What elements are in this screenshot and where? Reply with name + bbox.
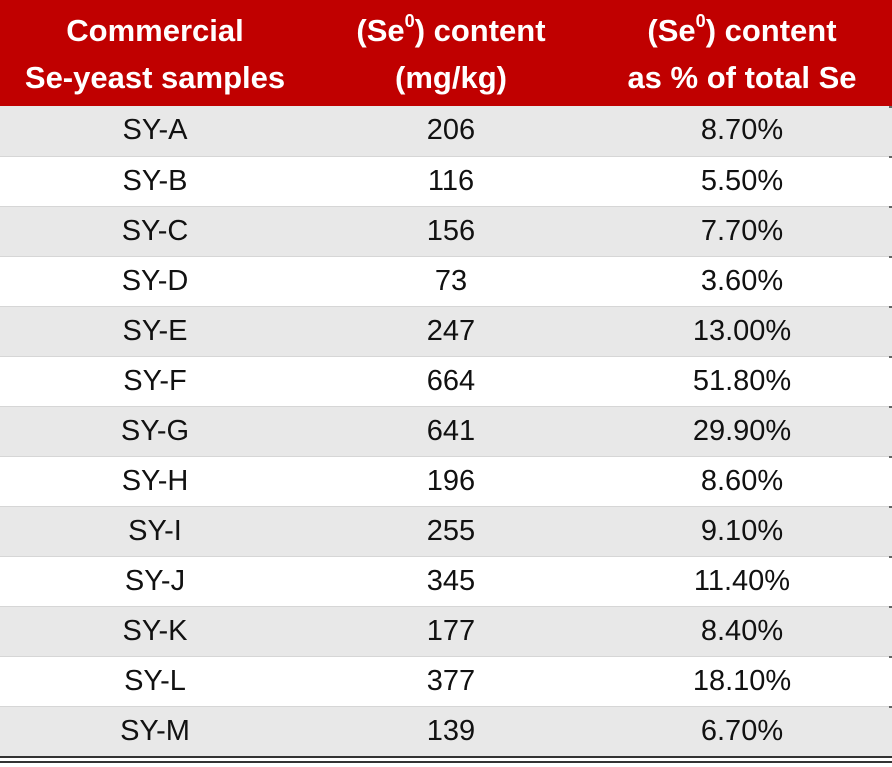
header-sample-line2: Se-yeast samples xyxy=(24,60,286,95)
cell-percent: 13.00% xyxy=(592,306,892,357)
table-row: SY-M 139 6.70% xyxy=(0,706,892,757)
header-percent: (Se0) content as % of total Se xyxy=(592,0,892,106)
cell-content: 156 xyxy=(310,206,592,257)
table-row: SY-G 641 29.90% xyxy=(0,406,892,457)
cell-content: 177 xyxy=(310,606,592,657)
cell-sample: SY-D xyxy=(0,256,310,307)
cell-sample: SY-K xyxy=(0,606,310,657)
header-percent-pre: (Se xyxy=(647,13,696,48)
cell-content: 247 xyxy=(310,306,592,357)
table-row: SY-B 116 5.50% xyxy=(0,156,892,207)
cell-sample: SY-I xyxy=(0,506,310,557)
table-row: SY-A 206 8.70% xyxy=(0,106,892,157)
header-content-sup: 0 xyxy=(404,11,415,31)
table-row: SY-J 345 11.40% xyxy=(0,556,892,607)
cell-content: 377 xyxy=(310,656,592,707)
cell-percent: 29.90% xyxy=(592,406,892,457)
header-percent-post: ) content xyxy=(705,13,837,48)
table-body: SY-A 206 8.70% SY-B 116 5.50% SY-C 156 7… xyxy=(0,106,892,757)
cell-sample: SY-F xyxy=(0,356,310,407)
cell-percent: 5.50% xyxy=(592,156,892,207)
table-row: SY-H 196 8.60% xyxy=(0,456,892,507)
cell-percent: 8.60% xyxy=(592,456,892,507)
header-percent-line1: (Se0) content xyxy=(596,7,888,54)
header-content: (Se0) content (mg/kg) xyxy=(310,0,592,106)
cell-content: 139 xyxy=(310,706,592,757)
header-sample-line1: Commercial xyxy=(66,13,244,48)
cell-content: 196 xyxy=(310,456,592,507)
header-content-line2: (mg/kg) xyxy=(395,60,507,95)
header-row: Commercial Se-yeast samples (Se0) conten… xyxy=(0,0,892,106)
cell-sample: SY-B xyxy=(0,156,310,207)
table-row: SY-I 255 9.10% xyxy=(0,506,892,557)
cell-content: 664 xyxy=(310,356,592,407)
header-percent-line2: as % of total Se xyxy=(627,60,857,95)
bottom-rule-bottom xyxy=(0,761,892,763)
cell-content: 641 xyxy=(310,406,592,457)
bottom-rule-top xyxy=(0,756,892,758)
header-content-line1: (Se0) content xyxy=(314,7,588,54)
table-row: SY-C 156 7.70% xyxy=(0,206,892,257)
table-row: SY-E 247 13.00% xyxy=(0,306,892,357)
table-row: SY-L 377 18.10% xyxy=(0,656,892,707)
table-header: Commercial Se-yeast samples (Se0) conten… xyxy=(0,0,892,106)
table-row: SY-D 73 3.60% xyxy=(0,256,892,307)
header-sample: Commercial Se-yeast samples xyxy=(0,0,310,106)
cell-content: 345 xyxy=(310,556,592,607)
cell-percent: 9.10% xyxy=(592,506,892,557)
header-content-post: ) content xyxy=(414,13,546,48)
table-row: SY-F 664 51.80% xyxy=(0,356,892,407)
cell-percent: 8.70% xyxy=(592,106,892,157)
cell-percent: 7.70% xyxy=(592,206,892,257)
cell-content: 73 xyxy=(310,256,592,307)
cell-percent: 3.60% xyxy=(592,256,892,307)
cell-sample: SY-J xyxy=(0,556,310,607)
cell-percent: 11.40% xyxy=(592,556,892,607)
cell-sample: SY-G xyxy=(0,406,310,457)
cell-percent: 51.80% xyxy=(592,356,892,407)
cell-content: 206 xyxy=(310,106,592,157)
cell-percent: 6.70% xyxy=(592,706,892,757)
cell-sample: SY-C xyxy=(0,206,310,257)
header-percent-sup: 0 xyxy=(695,11,706,31)
cell-content: 255 xyxy=(310,506,592,557)
right-edge-ticks xyxy=(889,106,892,761)
cell-percent: 18.10% xyxy=(592,656,892,707)
cell-sample: SY-L xyxy=(0,656,310,707)
cell-sample: SY-H xyxy=(0,456,310,507)
cell-content: 116 xyxy=(310,156,592,207)
header-content-pre: (Se xyxy=(356,13,405,48)
table-row: SY-K 177 8.40% xyxy=(0,606,892,657)
cell-sample: SY-A xyxy=(0,106,310,157)
cell-percent: 8.40% xyxy=(592,606,892,657)
cell-sample: SY-E xyxy=(0,306,310,357)
cell-sample: SY-M xyxy=(0,706,310,757)
